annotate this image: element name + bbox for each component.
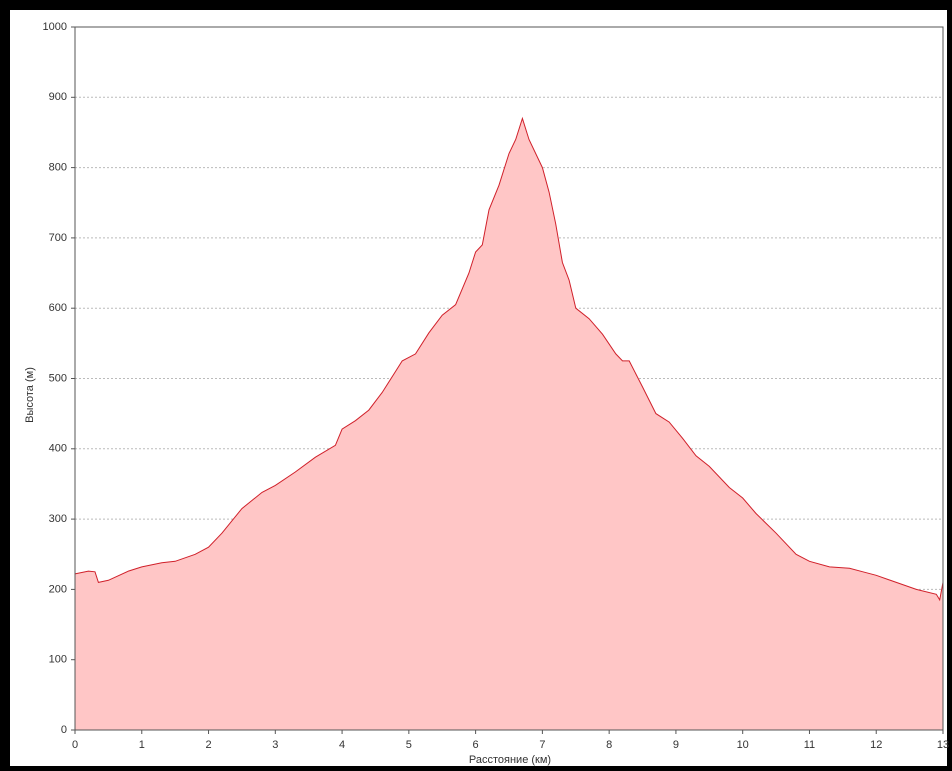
y-tick-label: 900: [49, 91, 67, 103]
x-tick-label: 1: [139, 739, 145, 751]
x-tick-label: 2: [205, 739, 211, 751]
y-tick-label: 1000: [43, 21, 67, 33]
area-fill: [75, 118, 943, 730]
x-tick-label: 8: [606, 739, 612, 751]
x-tick-label: 10: [737, 739, 749, 751]
y-axis-label: Высота (м): [24, 367, 36, 423]
x-tick-label: 0: [72, 739, 78, 751]
area-line: [74, 116, 944, 602]
plot-frame: [74, 26, 944, 731]
y-tick-label: 400: [49, 443, 67, 455]
y-tick-label: 600: [49, 302, 67, 314]
y-tick-label: 0: [61, 724, 67, 736]
x-tick-label: 12: [870, 739, 882, 751]
x-tick-label: 3: [272, 739, 278, 751]
x-axis-label: Расстояние (км): [469, 754, 551, 766]
x-tick-label: 4: [339, 739, 345, 751]
y-tick-label: 100: [49, 654, 67, 666]
x-tick-label: 5: [406, 739, 412, 751]
x-tick-label: 6: [473, 739, 479, 751]
x-tick-label: 11: [804, 739, 815, 751]
y-tick-label: 200: [49, 583, 67, 595]
y-tick-label: 300: [49, 513, 67, 525]
y-tick-label: 800: [49, 162, 67, 174]
x-tick-label: 13: [937, 739, 949, 751]
x-tick-label: 9: [673, 739, 679, 751]
x-tick-label: 7: [539, 739, 545, 751]
y-tick-label: 500: [49, 372, 67, 384]
y-tick-label: 700: [49, 232, 67, 244]
